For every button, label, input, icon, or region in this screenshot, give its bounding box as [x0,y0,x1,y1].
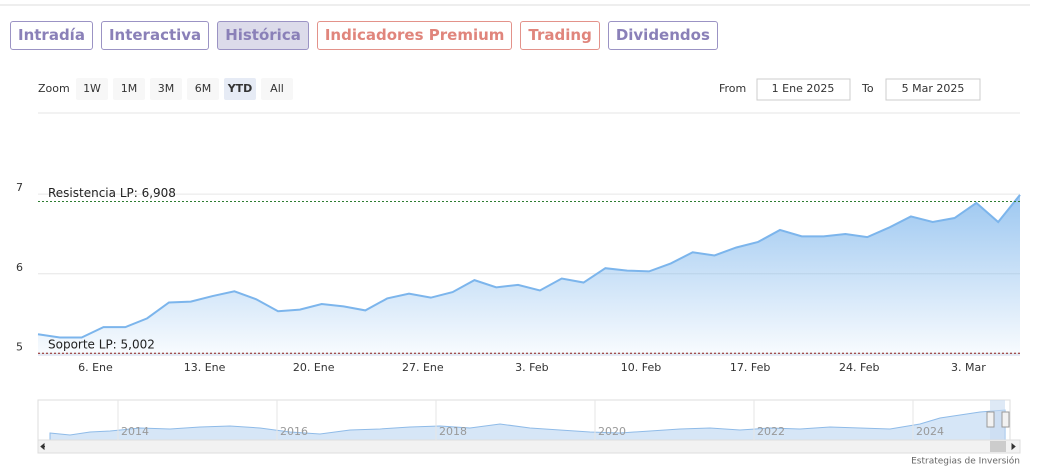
zoom-button-label: YTD [227,82,253,95]
from-value: 1 Ene 2025 [772,82,835,95]
tab[interactable]: Intradía [10,21,93,50]
zoom-button-label: All [270,82,284,95]
area [38,194,1020,355]
x-tick-label: 6. Ene [78,361,113,374]
from-label: From [719,82,746,95]
x-tick-label: 27. Ene [402,361,444,374]
from-input[interactable] [756,78,851,101]
navigator-handle[interactable] [1001,411,1010,428]
annotation-label: Resistencia LP: 6,908 [48,186,176,200]
tab-bar: Intradía Interactiva Histórica Indicadores … [10,21,718,50]
x-tick-label: 3. Mar [951,361,986,374]
tab[interactable]: Indicadores Premium [316,21,513,50]
tab[interactable]: Trading [520,21,600,50]
navigator-label: 2024 [916,425,944,438]
x-tick-label: 13. Ene [184,361,226,374]
zoom-button-label: 3M [158,82,175,95]
tab[interactable]: Dividendos [607,21,718,50]
y-tick-label: 5 [16,340,23,353]
to-value: 5 Mar 2025 [902,82,965,95]
tab[interactable]: Interactiva [100,21,210,50]
to-label: To [861,82,874,95]
scrollbar-thumb[interactable] [990,441,1006,452]
scrollbar[interactable] [37,439,1021,454]
x-tick-label: 24. Feb [839,361,879,374]
zoom-button[interactable] [113,78,145,100]
navigator-label: 2014 [121,425,149,438]
navigator-label: 2022 [757,425,785,438]
navigator-label: 2020 [598,425,626,438]
y-tick-label: 6 [16,261,23,274]
x-tick-label: 20. Ene [293,361,335,374]
navigator-handle[interactable] [986,411,995,428]
tab[interactable]: Histórica [217,21,309,50]
annotation-label: Soporte LP: 5,002 [48,338,155,352]
zoom-button[interactable] [76,78,108,100]
zoom-button[interactable] [150,78,182,100]
zoom-button-label: 6M [195,82,212,95]
navigator-selection[interactable] [990,400,1005,440]
zoom-button[interactable] [261,78,293,100]
navigator-series [49,409,1006,441]
scroll-left[interactable] [40,442,45,451]
zoom-button-label: 1W [83,82,101,95]
navigator-label: 2018 [439,425,467,438]
credit: Estrategias de Inversión [911,456,1020,467]
y-tick-label: 7 [16,181,23,194]
zoom-button[interactable] [187,78,219,100]
x-tick-label: 17. Feb [730,361,770,374]
x-tick-label: 10. Feb [621,361,661,374]
zoom-button-label: 1M [121,82,138,95]
zoom-button[interactable] [224,78,256,100]
zoom-label: Zoom [38,82,70,95]
navigator-label: 2016 [280,425,308,438]
scroll-right[interactable] [1011,442,1016,451]
to-input[interactable] [885,78,981,101]
price-line [37,194,1021,339]
x-tick-label: 3. Feb [515,361,548,374]
